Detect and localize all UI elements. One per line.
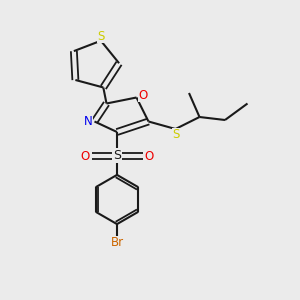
Text: S: S bbox=[97, 30, 105, 43]
Text: S: S bbox=[172, 128, 180, 142]
Text: S: S bbox=[113, 149, 121, 162]
Text: O: O bbox=[145, 149, 154, 163]
Text: O: O bbox=[139, 88, 148, 102]
Text: N: N bbox=[83, 115, 92, 128]
Text: Br: Br bbox=[110, 236, 124, 249]
Text: O: O bbox=[80, 149, 89, 163]
